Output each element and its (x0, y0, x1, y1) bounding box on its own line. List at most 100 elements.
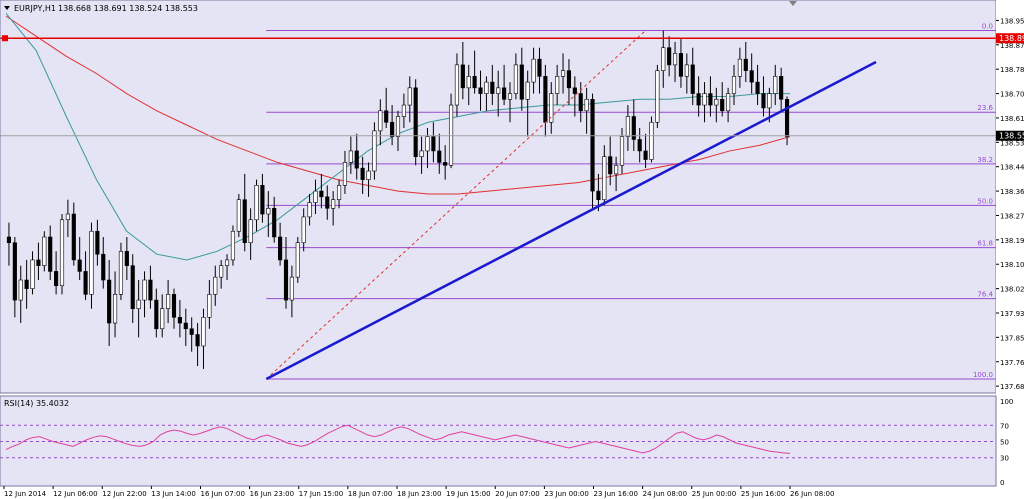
candle-body (407, 87, 412, 106)
candle-body (289, 276, 294, 301)
rsi-tick-label: 50 (1000, 439, 1009, 447)
ohlc-values: 138.668 138.691 138.524 138.553 (58, 4, 198, 13)
candle-body (460, 64, 465, 89)
candle-body (543, 76, 548, 123)
candle-body (578, 93, 583, 112)
moving-average-line (5, 15, 791, 195)
candle-body (454, 64, 460, 106)
symbol-dropdown-icon[interactable] (4, 6, 10, 10)
candle-body (59, 219, 65, 287)
candle-body (242, 199, 247, 244)
price-tick-label: 137.765 (1000, 359, 1024, 367)
candle-body (472, 76, 477, 89)
candle-body (266, 208, 271, 215)
rsi-tick-label: 100 (1000, 398, 1013, 406)
candle-body (342, 162, 348, 186)
candle-body (272, 208, 277, 238)
candle-body (171, 294, 177, 318)
fib-level-label: 76.4 (977, 291, 993, 299)
time-tick-label: 24 Jun 08:00 (643, 490, 687, 498)
candle-body (731, 76, 737, 94)
trendline[interactable] (265, 60, 877, 381)
candle-body (313, 190, 318, 203)
fib-level-label: 100.0 (973, 371, 993, 379)
rsi-label: RSI(14) 35.4032 (4, 399, 69, 408)
candle-body (71, 213, 76, 261)
rsi-tick-label: 0 (1000, 479, 1004, 487)
time-tick-label: 20 Jun 07:00 (495, 490, 539, 498)
candle-body (319, 190, 324, 198)
candle-body (437, 150, 442, 163)
candle-body (301, 216, 306, 244)
candle-body (448, 104, 454, 166)
candle-body (360, 167, 365, 180)
candle-body (54, 271, 59, 287)
candle-body (107, 279, 112, 324)
candle-body (283, 259, 289, 301)
candle-body (24, 279, 29, 289)
candle-body (755, 81, 760, 94)
time-tick-label: 18 Jun 23:00 (397, 490, 441, 498)
candle-body (684, 64, 689, 77)
candle-body (307, 202, 312, 218)
candle-body (502, 87, 507, 100)
price-tick-label: 138.700 (1000, 91, 1024, 99)
price-tick-label: 137.680 (1000, 383, 1024, 391)
candle-body (560, 70, 566, 77)
candle-body (219, 265, 224, 278)
price-axis (996, 0, 1024, 499)
candle-body (661, 47, 666, 71)
candle-body (537, 58, 542, 77)
candle-body (584, 99, 589, 112)
candle-body (89, 230, 94, 295)
candle-body (6, 236, 12, 244)
price-tick-label: 138.360 (1000, 188, 1024, 196)
chart-shift-icon[interactable] (789, 1, 797, 6)
candle-body (513, 64, 518, 94)
candle-body (95, 230, 100, 255)
candle-body (42, 236, 47, 266)
time-tick-label: 13 Jun 14:00 (151, 490, 195, 498)
candle-body (596, 190, 601, 200)
candle-body (678, 53, 684, 77)
rsi-axis-ticks: 100 70 50 30 0 (1000, 398, 1013, 487)
candle-body (18, 279, 23, 301)
candle-body (443, 162, 448, 166)
time-tick-label: 23 Jun 00:00 (544, 490, 588, 498)
candle-body (248, 219, 253, 244)
candle-body (36, 259, 41, 266)
hline-anchor[interactable] (2, 35, 8, 42)
candle-body (384, 110, 389, 123)
candle-body (12, 242, 17, 301)
time-tick-label: 17 Jun 15:00 (299, 490, 343, 498)
candle-body (260, 185, 265, 215)
candle-body (30, 259, 35, 289)
candle-body (154, 299, 159, 330)
candle-body (714, 99, 719, 106)
candle-body (195, 334, 200, 347)
candle-body (160, 308, 165, 330)
fib-level-label: 50.0 (977, 197, 993, 205)
candle-body (749, 70, 754, 83)
candle-body (767, 93, 772, 109)
candle-body (65, 213, 70, 221)
candle-body (519, 64, 524, 100)
candle-body (525, 81, 530, 100)
price-tick-label: 138.445 (1000, 164, 1024, 172)
candle-body (124, 251, 129, 266)
time-tick-label: 12 Jun 2014 (4, 490, 47, 498)
candle-body (602, 156, 607, 200)
price-tick-label: 137.850 (1000, 334, 1024, 342)
chart-symbol-label[interactable]: EURJPY,H1 (14, 4, 56, 13)
candle-body (390, 121, 395, 137)
candle-body (431, 136, 436, 152)
candle-body (643, 150, 648, 160)
candle-body (230, 230, 236, 261)
candle-body (478, 87, 483, 94)
time-tick-label: 23 Jun 16:00 (594, 490, 638, 498)
price-tick-label: 138.530 (1000, 139, 1024, 147)
candle-body (614, 164, 619, 175)
candle-body (136, 299, 141, 309)
candle-body (295, 242, 300, 278)
price-tick-label: 138.105 (1000, 261, 1024, 269)
